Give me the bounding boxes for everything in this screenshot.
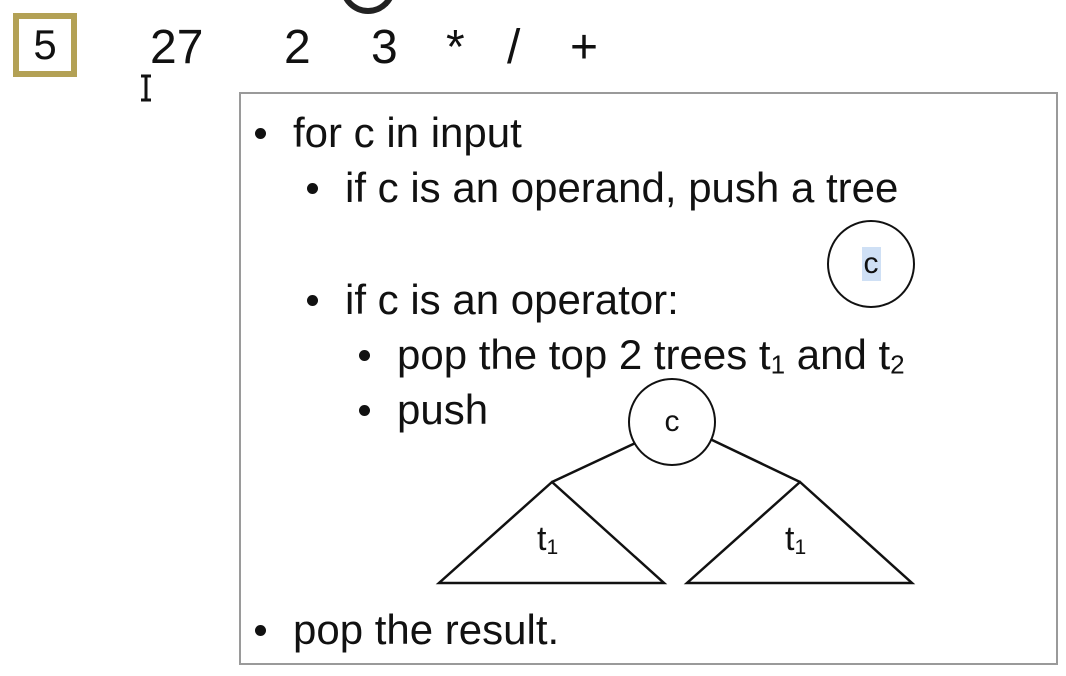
bullet-icon [255, 625, 266, 636]
line-operator: if c is an operator: [345, 276, 679, 323]
right-subtree-label: t1 [785, 520, 807, 559]
line-pop-two: pop the top 2 trees t1 and t2 [397, 330, 905, 380]
left-subtree-triangle [435, 480, 668, 585]
bullet-icon [307, 295, 318, 306]
token-2: 2 [284, 21, 311, 74]
token-4: * [446, 21, 465, 74]
token-3: 3 [371, 21, 398, 74]
bullet-icon [255, 128, 266, 139]
line-pop-two-prefix: pop the top 2 trees t [397, 331, 771, 378]
operator-tree-root: c [628, 378, 716, 466]
operator-node-label: c [664, 405, 680, 438]
subscript-one: 1 [770, 349, 786, 380]
text-cursor-icon [141, 74, 151, 102]
algorithm-panel: for c in input if c is an operand, push … [239, 92, 1058, 665]
step-number-box: 5 [13, 13, 77, 77]
step-number: 5 [33, 21, 57, 68]
line-pop-result: pop the result. [293, 606, 560, 653]
left-edge [551, 437, 645, 484]
bullet-icon [307, 183, 318, 194]
bullet-icon [359, 405, 370, 416]
bullet-icon [359, 350, 370, 361]
right-edge [709, 437, 801, 484]
top-cutoff-arc [340, 0, 396, 14]
token-6: + [570, 21, 599, 74]
token-1: 27 [150, 21, 204, 74]
line-push: push [397, 386, 489, 433]
operator-tree-diagram [435, 437, 916, 585]
token-5: / [507, 21, 521, 74]
line-pop-two-mid: and t [785, 331, 891, 378]
right-subtree-triangle [683, 480, 916, 585]
line-for-loop: for c in input [293, 109, 522, 156]
left-subtree-label: t1 [537, 520, 559, 559]
operand-node-label: c [861, 247, 881, 281]
line-operand: if c is an operand, push a tree [345, 164, 899, 211]
subscript-two: 2 [890, 349, 905, 380]
operand-tree-node: c [827, 220, 915, 308]
